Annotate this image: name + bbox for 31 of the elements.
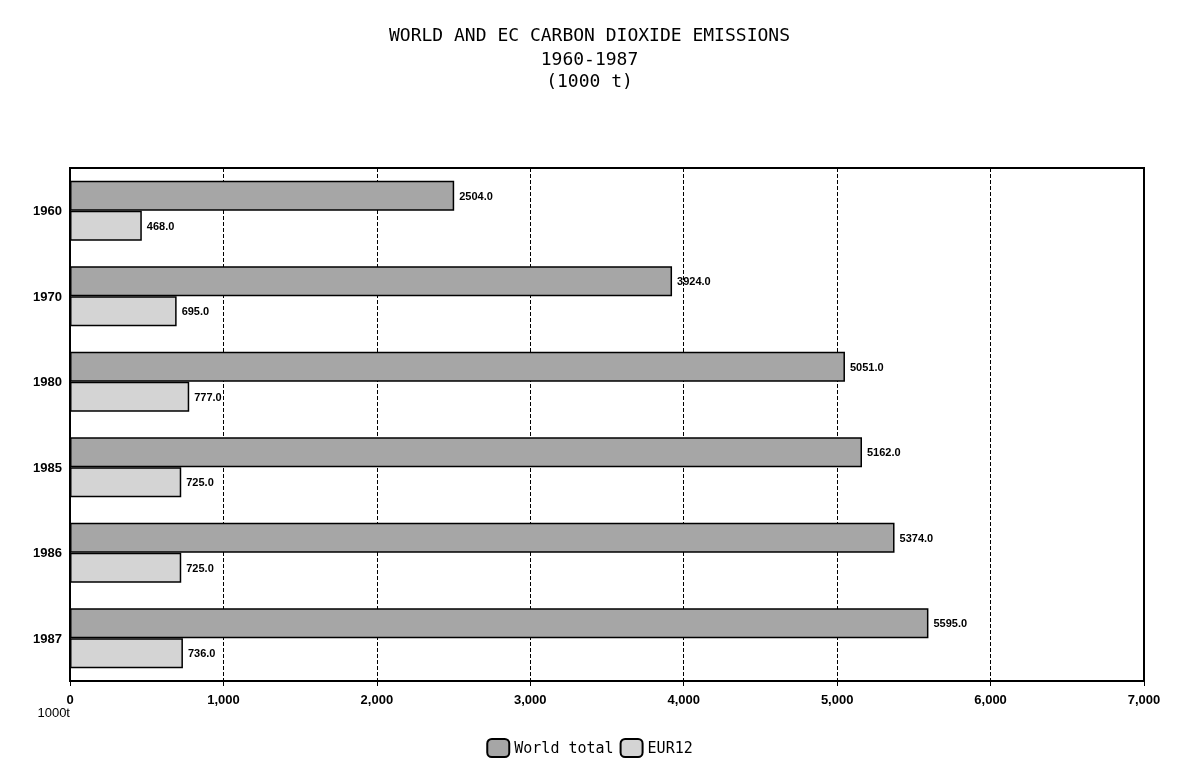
x-tick-label: 3,000 — [514, 692, 547, 707]
x-tick-label: 6,000 — [974, 692, 1007, 707]
y-tick-label: 1985 — [33, 459, 62, 475]
y-tick-label: 1987 — [33, 630, 62, 646]
data-label: 5595.0 — [933, 617, 968, 630]
data-label: 468.0 — [146, 219, 175, 232]
y-tick-label: 1980 — [33, 374, 62, 390]
y-axis-title: 1000t — [37, 704, 71, 720]
y-tick-label: 1970 — [33, 288, 62, 304]
data-label: 3924.0 — [677, 275, 711, 288]
data-label: 5162.0 — [867, 446, 901, 459]
chart-title: WORLD AND EC CARBON DIOXIDE EMISSIONS — [389, 23, 790, 45]
data-label: 725.0 — [186, 561, 214, 574]
x-tick-label: 4,000 — [667, 692, 700, 707]
x-tick-label: 1,000 — [207, 692, 240, 707]
x-tick-label: 5,000 — [820, 692, 854, 707]
legend-label: World total — [514, 739, 614, 757]
data-label: 725.0 — [186, 476, 214, 489]
x-tick-label: 2,000 — [360, 692, 394, 707]
legend-label: EUR12 — [647, 739, 693, 757]
data-label: 2504.0 — [459, 189, 493, 202]
data-label: 5051.0 — [849, 360, 884, 373]
data-label: 736.0 — [187, 647, 216, 660]
data-label: 5374.0 — [899, 531, 934, 544]
x-tick-label: 0 — [66, 692, 74, 707]
data-label: 695.0 — [181, 305, 210, 318]
y-tick-label: 1960 — [33, 203, 62, 219]
data-label: 777.0 — [194, 390, 222, 403]
y-tick-label: 1986 — [33, 545, 62, 561]
x-tick-label: 7,000 — [1127, 692, 1161, 707]
chart-subtitle: 1960-1987 (1000 t) — [540, 47, 639, 91]
